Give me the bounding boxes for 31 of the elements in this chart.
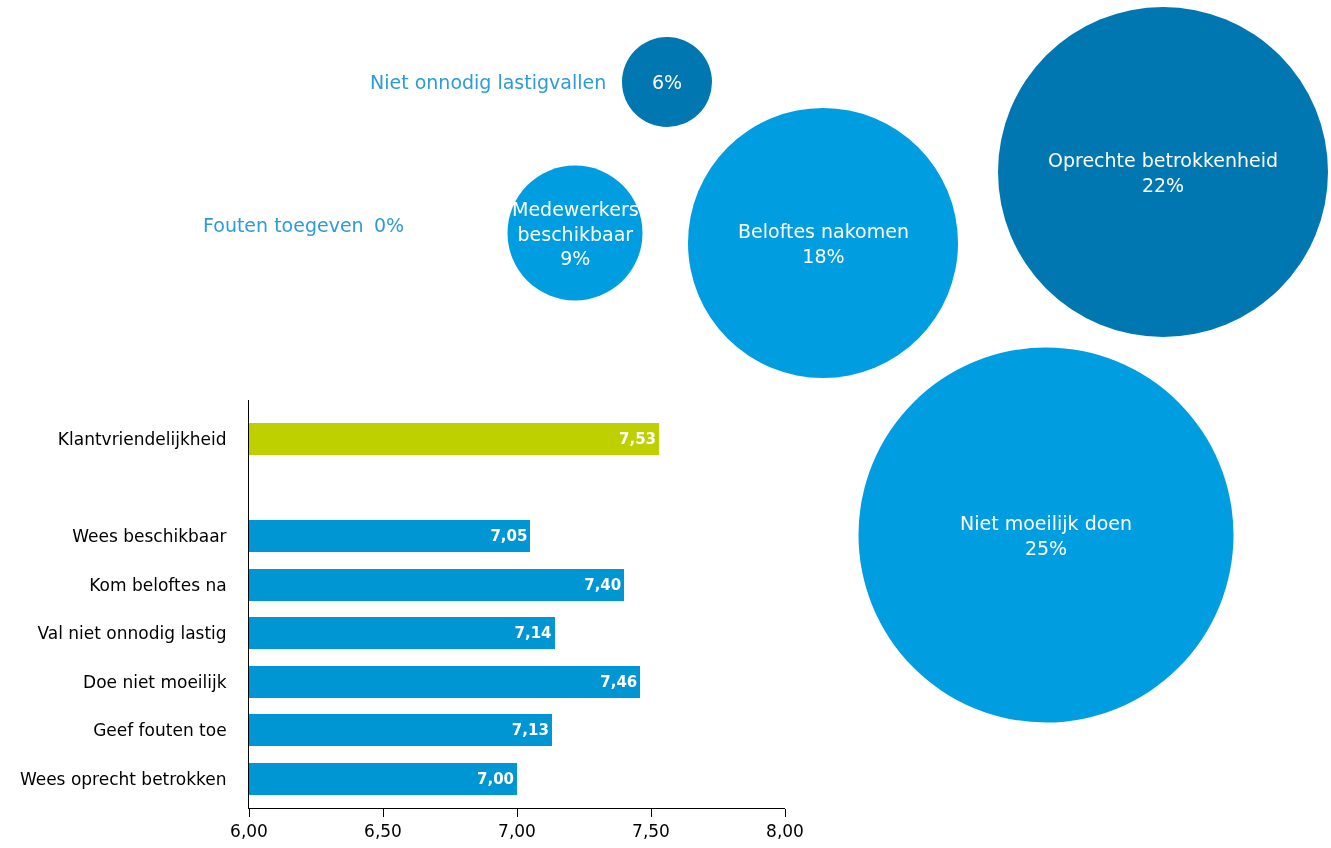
data-label: 7,13 (511, 721, 549, 740)
data-label: 7,53 (619, 429, 657, 448)
data-label: 25% (1024, 536, 1068, 559)
category-label: Fouten toegeven (203, 214, 364, 236)
data-label: 7,00 (476, 769, 514, 788)
data-label: 6% (652, 71, 683, 93)
x-tick-label: 7,50 (632, 821, 670, 842)
data-label: 7,40 (584, 575, 622, 594)
x-tick-label: 8,00 (766, 821, 804, 842)
category-label: Niet moeilijk doen (960, 512, 1133, 534)
data-label: 22% (1141, 173, 1185, 196)
category-label: Oprechte betrokkenheid (1048, 149, 1279, 171)
data-label: 18% (802, 244, 845, 267)
category-label: Beloftes nakomen (738, 220, 909, 242)
x-tick-label: 6,50 (364, 821, 402, 842)
y-tick-label: Geef fouten toe (93, 720, 227, 741)
category-label: Niet onnodig lastigvallen (370, 71, 607, 93)
data-label: 7,14 (514, 624, 552, 643)
data-label: 9% (560, 247, 591, 270)
y-tick-label: Wees oprecht betrokken (19, 768, 227, 789)
data-label: 0% (374, 214, 405, 236)
y-tick-label: Kom beloftes na (89, 574, 227, 595)
y-tick-label: Doe niet moeilijk (83, 671, 227, 692)
y-tick-label: Klantvriendelijkheid (57, 428, 227, 449)
x-tick-label: 7,00 (498, 821, 536, 842)
x-tick-label: 6,00 (230, 821, 268, 842)
y-tick-label: Val niet onnodig lastig (37, 623, 227, 644)
data-label: 7,46 (600, 672, 638, 691)
category-label: Medewerkers beschikbaar (512, 198, 639, 245)
data-label: 7,05 (490, 527, 528, 545)
y-tick-label: Wees beschikbaar (72, 525, 227, 546)
